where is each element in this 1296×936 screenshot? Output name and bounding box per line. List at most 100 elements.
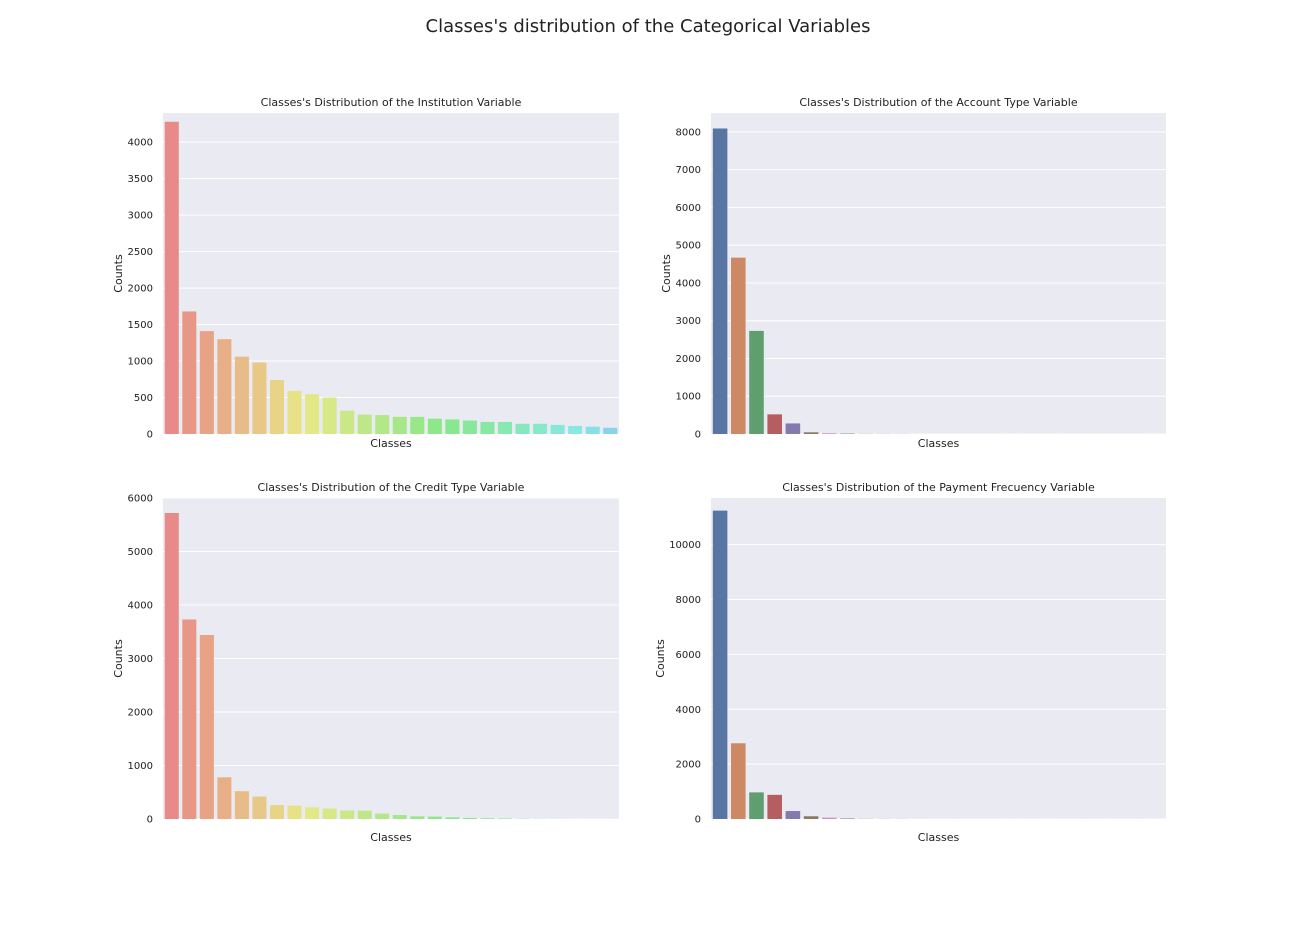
y-tick-label: 0: [147, 815, 153, 826]
y-tick-label: 0: [147, 430, 153, 441]
bar: [392, 416, 407, 434]
bar: [234, 356, 249, 434]
bar: [515, 423, 530, 434]
y-tick-label: 4000: [676, 278, 701, 289]
chart-title: Classes's Distribution of the Account Ty…: [799, 96, 1077, 109]
x-axis-label: Classes: [918, 831, 960, 844]
bar: [785, 423, 801, 434]
y-tick-label: 3000: [128, 211, 153, 222]
y-tick-label: 8000: [676, 127, 701, 138]
bar: [497, 421, 513, 434]
bar: [462, 420, 477, 434]
bar: [164, 512, 179, 819]
y-tick-label: 5000: [128, 547, 153, 558]
bar: [480, 421, 495, 434]
bar: [252, 796, 267, 819]
y-tick-label: 2000: [128, 284, 153, 295]
bar: [234, 791, 249, 819]
y-tick-label: 8000: [676, 595, 701, 606]
y-tick-label: 6000: [676, 203, 701, 214]
bar: [375, 813, 390, 819]
bar: [340, 810, 355, 819]
bar: [182, 619, 197, 819]
bar: [712, 128, 728, 435]
y-tick-label: 0: [695, 430, 701, 441]
bar: [199, 634, 214, 819]
bar: [287, 390, 302, 434]
y-tick-label: 0: [695, 815, 701, 826]
bar: [822, 817, 837, 819]
bar: [410, 416, 425, 434]
bar: [305, 394, 320, 434]
y-axis-label: Counts: [112, 639, 125, 678]
plot-area: [711, 113, 1166, 434]
bar: [287, 805, 302, 819]
bar: [803, 432, 819, 434]
y-tick-label: 4000: [128, 138, 153, 149]
figure-title: Classes's distribution of the Categorica…: [425, 16, 871, 37]
y-axis-label: Counts: [112, 254, 125, 293]
y-tick-label: 6000: [128, 494, 153, 505]
bar: [392, 814, 407, 819]
y-tick-label: 500: [134, 393, 153, 404]
chart-title: Classes's Distribution of the Credit Typ…: [258, 481, 525, 494]
y-tick-label: 3000: [128, 654, 153, 665]
bar: [217, 777, 232, 819]
bar: [252, 362, 267, 434]
bar: [550, 424, 565, 434]
y-tick-label: 1500: [128, 320, 153, 331]
chart-title: Classes's Distribution of the Payment Fr…: [782, 481, 1095, 494]
bar: [340, 410, 355, 434]
bar: [767, 794, 782, 819]
bar: [357, 414, 372, 434]
bar: [603, 427, 618, 434]
y-tick-label: 1000: [128, 357, 153, 368]
bar: [731, 257, 746, 434]
y-axis-label: Counts: [654, 639, 667, 678]
bar: [585, 426, 600, 434]
bar: [375, 415, 390, 434]
bar: [217, 339, 232, 434]
x-axis-label: Classes: [918, 437, 960, 450]
bar: [357, 810, 372, 819]
bar: [785, 811, 801, 819]
y-tick-label: 4000: [128, 601, 153, 612]
bar: [731, 743, 746, 819]
y-tick-label: 6000: [676, 650, 701, 661]
bar: [749, 792, 764, 819]
bar: [462, 817, 477, 819]
bar: [199, 331, 214, 434]
bar: [182, 311, 197, 434]
bar: [322, 397, 337, 434]
bar: [803, 816, 819, 819]
x-axis-label: Classes: [370, 831, 412, 844]
y-tick-label: 4000: [676, 705, 701, 716]
y-tick-label: 10000: [669, 540, 701, 551]
y-tick-label: 2500: [128, 247, 153, 258]
bar: [445, 817, 460, 819]
y-tick-label: 3500: [128, 174, 153, 185]
bar: [767, 414, 782, 434]
bar: [427, 418, 442, 434]
plot-area: [711, 498, 1166, 819]
y-tick-label: 2000: [128, 708, 153, 719]
y-axis-label: Counts: [660, 254, 673, 293]
bar: [410, 816, 425, 819]
bar: [305, 807, 320, 819]
y-tick-label: 1000: [128, 761, 153, 772]
y-tick-label: 1000: [676, 392, 701, 403]
y-tick-label: 2000: [676, 354, 701, 365]
bar: [533, 423, 548, 434]
bar: [427, 816, 442, 819]
bar: [497, 818, 513, 819]
bar: [822, 433, 837, 434]
bar: [445, 419, 460, 434]
bar: [269, 380, 285, 434]
bar: [840, 818, 855, 819]
bar: [480, 818, 495, 819]
bar: [164, 121, 179, 434]
